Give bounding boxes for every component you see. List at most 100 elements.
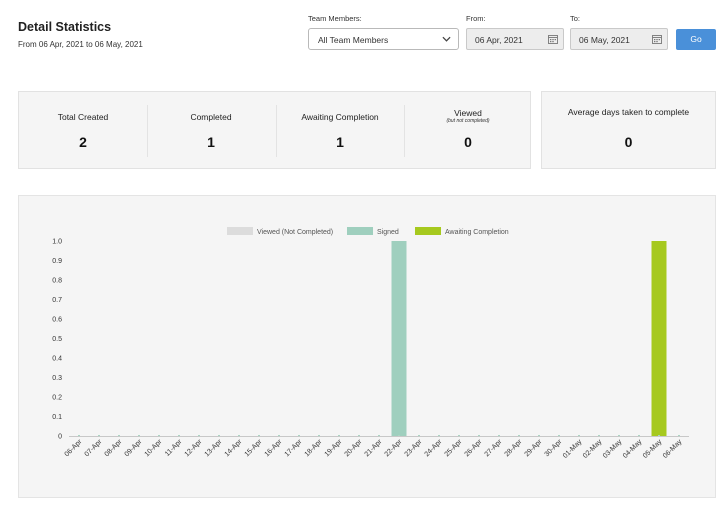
zero-marker [338,435,340,436]
x-tick-label: 19-Apr [324,438,344,458]
zero-marker [478,435,480,436]
legend-label: Awaiting Completion [445,229,509,236]
x-tick-label: 06-Apr [64,438,84,458]
stat-label: Viewed [454,108,482,118]
x-tick-label: 06-May [662,438,684,460]
y-tick-label: 1.0 [52,239,62,246]
x-tick-label: 07-Apr [84,438,104,458]
zero-marker [578,435,580,436]
x-tick-label: 16-Apr [264,438,284,458]
summary-stats-panel: Total Created 2 Completed 1 Awaiting Com… [18,91,531,169]
chart-panel: Viewed (Not Completed) Signed Awaiting Com… [18,195,716,498]
stat-label: Total Created [57,112,109,122]
y-tick-label: 0.3 [52,375,62,382]
x-tick-label: 20-Apr [344,438,364,458]
y-tick-label: 0.1 [52,414,62,421]
zero-marker [558,435,560,436]
zero-marker [518,435,520,436]
x-tick-label: 12-Apr [184,438,204,458]
zero-marker [118,435,120,436]
zero-marker [278,435,280,436]
x-tick-label: 03-May [602,438,624,460]
x-tick-label: 02-May [582,438,604,460]
x-tick-label: 29-Apr [524,438,544,458]
divider [404,105,405,157]
y-tick-label: 0.6 [52,317,62,324]
y-tick-label: 0.7 [52,297,62,304]
zero-marker [238,435,240,436]
zero-marker [538,435,540,436]
zero-marker [138,435,140,436]
stat-completed: Completed 1 [147,92,275,170]
x-tick-label: 24-Apr [424,438,444,458]
x-tick-label: 14-Apr [224,438,244,458]
calendar-icon[interactable] [548,34,558,44]
x-tick-label: 11-Apr [164,438,184,458]
x-tick-label: 22-Apr [384,438,404,458]
divider [147,105,148,157]
stat-sublabel: (but not completed) [446,118,490,124]
average-days-panel: Average days taken to complete 0 [541,91,716,169]
x-tick-label: 10-Apr [144,438,164,458]
zero-marker [398,435,400,436]
calendar-icon[interactable] [652,34,662,44]
zero-marker [298,435,300,436]
y-tick-label: 0.9 [52,258,62,265]
x-tick-label: 23-Apr [404,438,424,458]
stat-value: 0 [464,134,472,150]
from-label: From: [466,14,486,23]
stat-label: Completed [190,112,232,122]
to-date-value: 06 May, 2021 [579,35,630,45]
team-members-label: Team Members: [308,14,362,23]
y-tick-label: 0.8 [52,278,62,285]
stat-viewed: Viewed (but not completed) 0 [404,92,532,170]
from-date-input[interactable]: 06 Apr, 2021 [466,28,564,50]
x-tick-label: 17-Apr [284,438,304,458]
zero-marker [598,435,600,436]
stat-label: Awaiting Completion [301,112,379,122]
legend-label: Viewed (Not Completed) [257,229,333,236]
zero-marker [658,435,660,436]
from-date-value: 06 Apr, 2021 [475,35,523,45]
x-tick-label: 26-Apr [464,438,484,458]
zero-marker [318,435,320,436]
divider [276,105,277,157]
y-tick-label: 0.2 [52,395,62,402]
x-tick-label: 21-Apr [364,438,384,458]
x-tick-label: 05-May [642,438,664,460]
zero-marker [418,435,420,436]
chevron-down-icon [442,36,451,42]
stat-value: 1 [336,134,344,150]
zero-marker [258,435,260,436]
bar [651,241,667,436]
x-tick-label: 13-Apr [204,438,224,458]
zero-marker [678,435,680,436]
x-tick-label: 27-Apr [484,438,504,458]
daily-activity-chart: Viewed (Not Completed) Signed Awaiting Com… [52,227,689,460]
stat-value: 1 [207,134,215,150]
x-tick-label: 15-Apr [244,438,264,458]
stat-total-created: Total Created 2 [19,92,147,170]
zero-marker [78,435,80,436]
to-date-input[interactable]: 06 May, 2021 [570,28,668,50]
zero-marker [178,435,180,436]
legend-swatch [227,227,253,235]
average-days-label: Average days taken to complete [567,107,690,117]
x-tick-label: 09-Apr [124,438,144,458]
team-members-value: All Team Members [318,35,389,45]
zero-marker [358,435,360,436]
bar [391,241,407,436]
zero-marker [498,435,500,436]
x-tick-label: 01-May [562,438,584,460]
zero-marker [198,435,200,436]
x-tick-label: 28-Apr [504,438,524,458]
to-label: To: [570,14,581,23]
team-members-select[interactable]: All Team Members [308,28,459,50]
go-button[interactable]: Go [676,29,716,50]
page-subtitle: From 06 Apr, 2021 to 06 May, 2021 [18,40,143,49]
stat-awaiting-completion: Awaiting Completion 1 [276,92,404,170]
zero-marker [438,435,440,436]
average-days-value: 0 [624,134,633,150]
legend-swatch [415,227,441,235]
zero-marker [158,435,160,436]
